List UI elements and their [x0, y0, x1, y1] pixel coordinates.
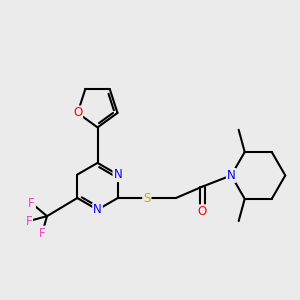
Text: N: N [227, 169, 236, 182]
Text: F: F [39, 226, 46, 240]
Text: F: F [28, 197, 35, 210]
Text: S: S [143, 191, 151, 205]
Text: N: N [113, 168, 122, 181]
Text: N: N [93, 203, 102, 216]
Text: O: O [73, 106, 82, 119]
Text: F: F [26, 214, 32, 227]
Text: O: O [197, 205, 207, 218]
